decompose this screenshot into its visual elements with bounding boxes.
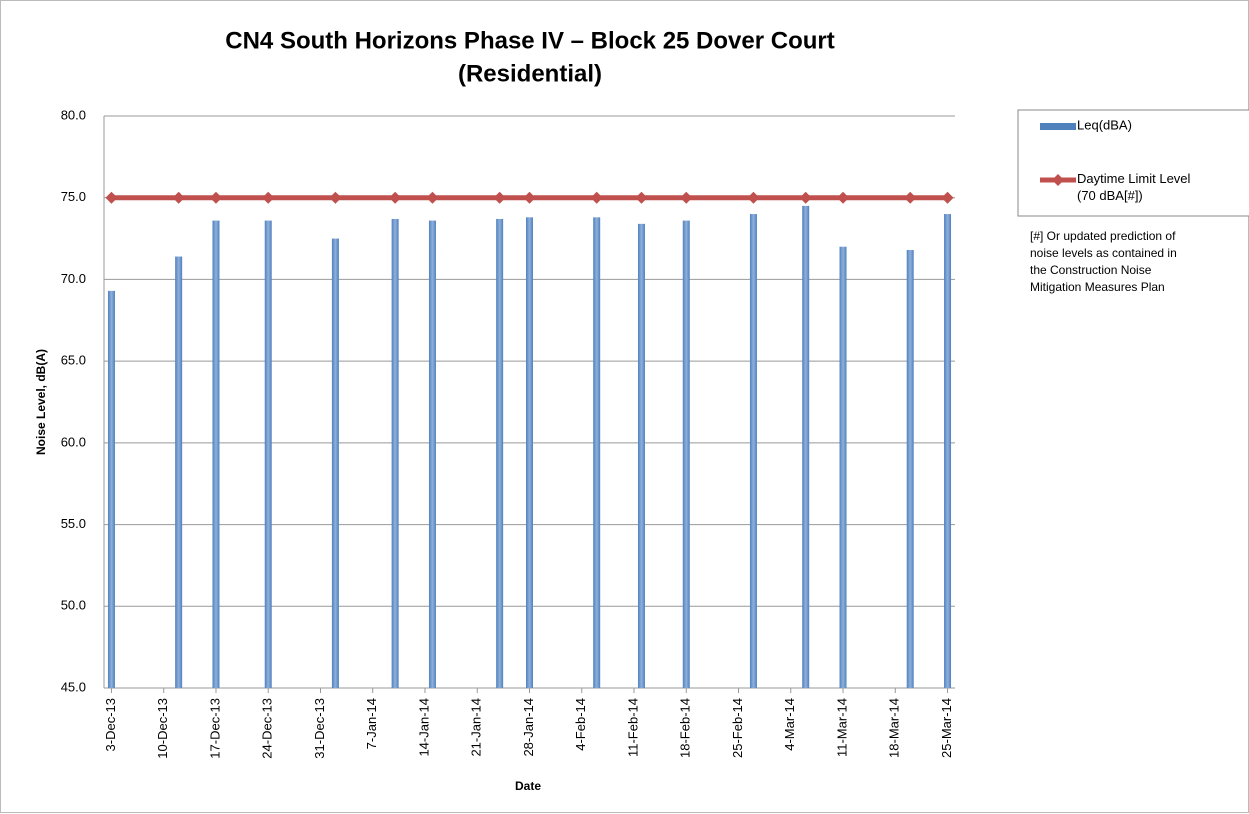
- bar: [839, 246, 847, 688]
- bar: [391, 218, 399, 688]
- x-tick-label: 28-Jan-14: [521, 698, 536, 757]
- x-tick-label: 7-Jan-14: [364, 698, 379, 749]
- x-tick-label: 21-Jan-14: [469, 698, 484, 757]
- y-axis-label: Noise Level, dB(A): [34, 349, 48, 455]
- legend-note-line: [#] Or updated prediction of: [1030, 229, 1176, 243]
- legend-label: Daytime Limit Level: [1077, 171, 1191, 186]
- y-tick-label: 60.0: [61, 434, 86, 449]
- bar: [107, 290, 115, 688]
- line-marker: [680, 191, 693, 204]
- bar: [175, 256, 183, 688]
- line-marker: [523, 191, 536, 204]
- legend-label: (70 dBA[#]): [1077, 188, 1143, 203]
- legend-note-line: Mitigation Measures Plan: [1030, 280, 1165, 294]
- line-marker: [389, 191, 402, 204]
- legend-label: Leq(dBA): [1077, 117, 1132, 132]
- x-tick-label: 14-Jan-14: [416, 698, 431, 757]
- x-tick-label: 4-Mar-14: [782, 698, 797, 751]
- x-tick-label: 11-Feb-14: [625, 698, 640, 757]
- bar: [496, 218, 504, 688]
- x-tick-label: 17-Dec-13: [207, 698, 222, 759]
- line-marker: [837, 191, 850, 204]
- line-marker: [799, 191, 812, 204]
- legend-note-line: noise levels as contained in: [1030, 246, 1177, 260]
- chart-title: (Residential): [458, 60, 602, 87]
- bar: [637, 223, 645, 688]
- x-tick-label: 4-Feb-14: [573, 698, 588, 751]
- bar: [802, 205, 810, 688]
- legend-note: [#] Or updated prediction of noise levels…: [1030, 229, 1177, 294]
- y-tick-label: 65.0: [61, 353, 86, 368]
- legend-note-line: the Construction Noise: [1030, 263, 1152, 277]
- line-marker: [904, 191, 917, 204]
- x-tick-label: 24-Dec-13: [260, 698, 275, 759]
- line-marker: [329, 191, 342, 204]
- bar: [264, 220, 272, 688]
- x-tick-label: 10-Dec-13: [155, 698, 170, 759]
- bar: [593, 217, 601, 688]
- x-tick-label: 25-Feb-14: [730, 698, 745, 758]
- line-marker: [105, 191, 118, 204]
- legend-label: Daytime Limit Level (70 dBA[#]): [1077, 171, 1191, 203]
- x-tick-label: 11-Mar-14: [834, 698, 849, 757]
- x-tick-label: 31-Dec-13: [312, 698, 327, 759]
- bar: [906, 250, 914, 689]
- bar: [428, 220, 436, 688]
- line-marker: [209, 191, 222, 204]
- chart-title: CN4 South Horizons Phase IV – Block 25 D…: [225, 27, 834, 54]
- line-marker: [262, 191, 275, 204]
- line-marker: [941, 191, 954, 204]
- line-marker: [747, 191, 760, 204]
- legend-swatch: [1052, 174, 1064, 186]
- line-marker: [635, 191, 648, 204]
- y-tick-label: 80.0: [61, 107, 86, 122]
- x-tick-label: 3-Dec-13: [103, 698, 118, 751]
- bar: [331, 238, 339, 689]
- line-marker: [493, 191, 506, 204]
- bar: [944, 214, 952, 689]
- legend-swatch: [1040, 123, 1076, 130]
- bar: [682, 220, 690, 688]
- bar: [526, 217, 533, 688]
- line-marker: [590, 191, 603, 204]
- bar: [749, 214, 757, 689]
- x-tick-label: 18-Feb-14: [678, 698, 693, 758]
- line-marker: [426, 191, 439, 204]
- bar: [212, 220, 220, 688]
- line-marker: [172, 191, 185, 204]
- y-tick-label: 45.0: [61, 679, 86, 694]
- y-tick-label: 70.0: [61, 271, 86, 286]
- x-tick-label: 18-Mar-14: [887, 698, 902, 758]
- x-axis-label: Date: [515, 779, 541, 793]
- y-tick-label: 75.0: [61, 189, 86, 204]
- y-tick-label: 50.0: [61, 598, 86, 613]
- x-tick-label: 25-Mar-14: [939, 698, 954, 758]
- y-tick-label: 55.0: [61, 516, 86, 531]
